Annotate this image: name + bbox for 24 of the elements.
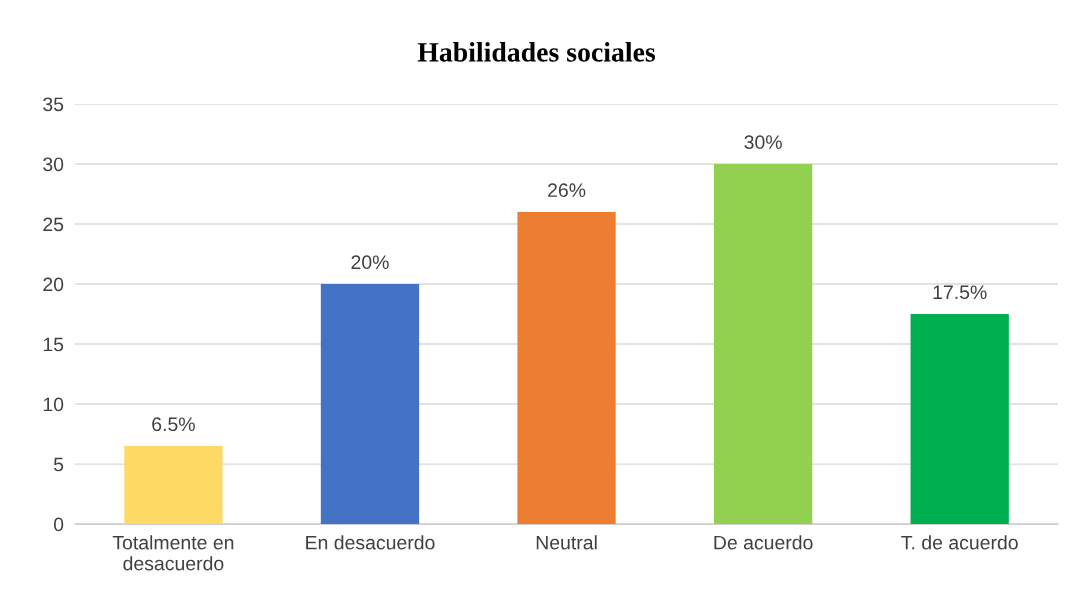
y-tick-label: 35 xyxy=(43,97,64,112)
data-label: 17.5% xyxy=(933,285,987,300)
data-label: 26% xyxy=(548,183,586,198)
y-tick-label: 5 xyxy=(53,457,64,472)
y-tick-label: 0 xyxy=(53,517,64,532)
y-tick-label: 30 xyxy=(43,157,64,172)
x-tick-label: Neutral xyxy=(536,535,597,550)
bar xyxy=(910,314,1009,525)
data-label: 6.5% xyxy=(152,417,195,432)
bar xyxy=(517,212,616,525)
y-tick-label: 10 xyxy=(43,397,64,412)
data-label: 20% xyxy=(351,255,389,270)
y-tick-label: 25 xyxy=(43,217,64,232)
bar xyxy=(713,163,813,525)
chart-title: Habilidades sociales xyxy=(417,42,656,62)
bar xyxy=(124,446,223,525)
data-label: 30% xyxy=(744,135,782,150)
y-tick-label: 15 xyxy=(43,337,64,352)
x-tick-label: De acuerdo xyxy=(714,535,813,550)
x-tick-label: T. de acuerdo xyxy=(901,535,1018,550)
x-tick-label: Totalmente en desacuerdo xyxy=(112,535,234,571)
x-tick-label: En desacuerdo xyxy=(306,535,435,550)
bar xyxy=(320,284,420,525)
y-tick-label: 20 xyxy=(43,277,64,292)
